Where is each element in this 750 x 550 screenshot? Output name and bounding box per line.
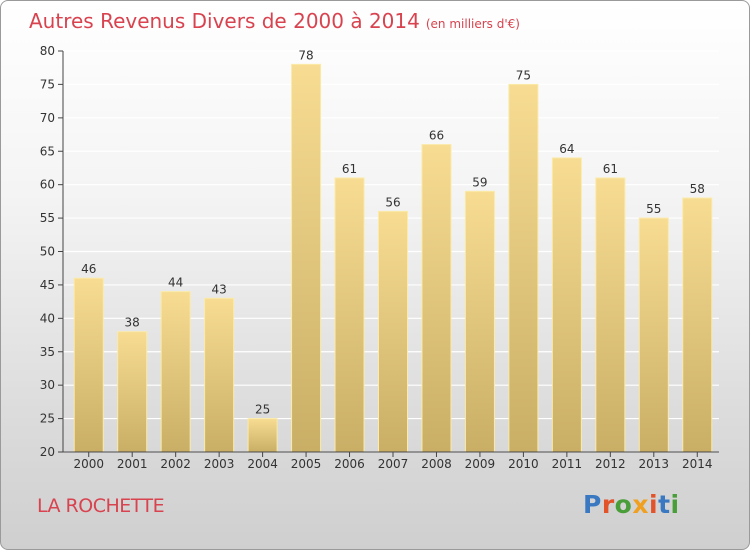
chart-title: Autres Revenus Divers de 2000 à 2014 (en … xyxy=(29,9,520,33)
x-tick-label: 2001 xyxy=(117,457,148,471)
bar-value-label: 78 xyxy=(298,48,313,62)
bar xyxy=(682,197,713,453)
bar xyxy=(595,177,626,453)
bar xyxy=(247,418,278,453)
bar-value-label: 64 xyxy=(559,142,574,156)
labels: 20 25 30 35 40 45 50 55 60 65 70 75 80 46 2000 38 2001 44… xyxy=(40,44,713,471)
y-tick-label: 55 xyxy=(40,211,55,225)
x-tick-label: 2006 xyxy=(334,457,365,471)
bar-value-label: 55 xyxy=(646,202,661,216)
axes xyxy=(58,50,719,457)
bar-value-label: 46 xyxy=(81,262,96,276)
x-tick-label: 2014 xyxy=(682,457,713,471)
logo-letter: t xyxy=(658,490,671,519)
bar-value-label: 59 xyxy=(472,175,487,189)
bar xyxy=(551,157,582,453)
x-tick-label: 2011 xyxy=(552,457,583,471)
logo-letter: x xyxy=(632,490,649,519)
y-tick-label: 25 xyxy=(40,412,55,426)
bar-value-label: 61 xyxy=(342,162,357,176)
x-tick-label: 2009 xyxy=(465,457,496,471)
bar xyxy=(638,217,669,453)
chart-subtitle: (en milliers d'€) xyxy=(425,17,520,31)
logo-letter: r xyxy=(601,490,615,519)
bar xyxy=(73,277,104,453)
bar xyxy=(117,331,148,453)
x-tick-label: 2003 xyxy=(204,457,235,471)
bar xyxy=(160,291,191,453)
bar-value-label: 25 xyxy=(255,403,270,417)
bar xyxy=(378,210,408,453)
proxiti-logo: Proxiti xyxy=(583,490,680,519)
y-tick-label: 35 xyxy=(40,345,55,359)
chart-title-text: Autres Revenus Divers de 2000 à 2014 xyxy=(29,9,420,33)
y-tick-label: 40 xyxy=(40,311,55,325)
y-tick-label: 80 xyxy=(40,44,55,58)
bar xyxy=(204,297,235,453)
logo-letter: i xyxy=(670,490,680,519)
x-tick-label: 2000 xyxy=(73,457,104,471)
x-tick-label: 2002 xyxy=(160,457,191,471)
bar-value-label: 75 xyxy=(516,68,531,82)
x-tick-label: 2012 xyxy=(595,457,626,471)
y-tick-label: 50 xyxy=(40,245,55,259)
bar-value-label: 66 xyxy=(429,129,444,143)
bar xyxy=(508,83,539,453)
y-tick-label: 65 xyxy=(40,144,55,158)
logo-letter: i xyxy=(649,490,659,519)
bar-value-label: 43 xyxy=(211,282,226,296)
x-tick-label: 2007 xyxy=(378,457,409,471)
bar xyxy=(464,190,495,453)
x-tick-label: 2008 xyxy=(421,457,452,471)
logo-letter: o xyxy=(614,490,633,519)
y-tick-label: 60 xyxy=(40,178,55,192)
bar-value-label: 38 xyxy=(125,316,140,330)
bar-value-label: 58 xyxy=(690,182,705,196)
bar-value-label: 61 xyxy=(603,162,618,176)
y-tick-label: 20 xyxy=(40,445,55,459)
y-tick-label: 70 xyxy=(40,111,55,125)
y-tick-label: 75 xyxy=(40,77,55,91)
x-tick-label: 2005 xyxy=(291,457,322,471)
y-tick-label: 30 xyxy=(40,378,55,392)
bar-value-label: 44 xyxy=(168,276,183,290)
bar xyxy=(334,177,365,453)
bar xyxy=(421,144,452,453)
y-tick-label: 45 xyxy=(40,278,55,292)
bar xyxy=(291,63,322,453)
logo-letter: P xyxy=(583,490,602,519)
bars xyxy=(73,63,713,453)
x-tick-label: 2004 xyxy=(247,457,278,471)
bar-value-label: 56 xyxy=(385,195,400,209)
x-tick-label: 2010 xyxy=(508,457,539,471)
x-tick-label: 2013 xyxy=(639,457,670,471)
place-name: LA ROCHETTE xyxy=(37,495,165,517)
